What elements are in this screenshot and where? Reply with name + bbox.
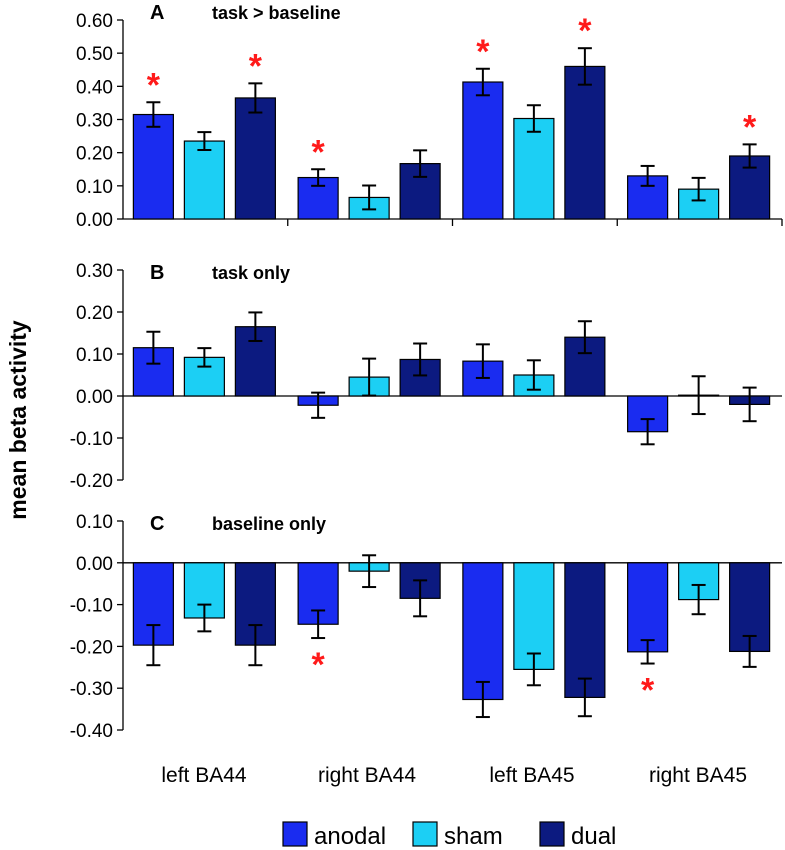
significance-star: * xyxy=(249,47,263,85)
panel-b: 0.30 0.20 0.10 0.00 -0.10 -0.20 B task only xyxy=(70,261,782,492)
legend: anodal sham dual xyxy=(282,821,616,850)
legend-label-dual: dual xyxy=(571,823,616,850)
significance-star: * xyxy=(641,672,655,710)
panel-title: task only xyxy=(212,263,290,283)
panel-letter: B xyxy=(150,262,164,284)
plot-area: 0.60 0.50 0.40 0.30 0.20 0.10 0.00 A task > base… xyxy=(70,2,783,742)
y-tick-label: -0.20 xyxy=(70,637,113,658)
legend-swatch-anodal xyxy=(282,821,308,847)
y-tick-label: 0.30 xyxy=(76,111,113,132)
y-tick-label: 0.00 xyxy=(76,387,113,408)
y-tick-label: -0.40 xyxy=(70,721,113,742)
y-tick-label: -0.30 xyxy=(70,679,113,700)
panel-title: baseline only xyxy=(212,514,326,534)
y-tick-label: 0.10 xyxy=(76,345,113,366)
panel-letter: A xyxy=(150,2,164,24)
panel-a: 0.60 0.50 0.40 0.30 0.20 0.10 0.00 A task > base… xyxy=(76,2,783,231)
significance-star: * xyxy=(312,646,326,684)
bar-anodal xyxy=(132,113,174,220)
panel-c: 0.10 0.00 -0.10 -0.20 -0.30 -0.40 C baseline on… xyxy=(70,512,782,742)
y-tick-label: 0.20 xyxy=(76,144,113,165)
bar-dual xyxy=(564,65,606,220)
category-label-left-ba45: left BA45 xyxy=(489,764,574,787)
bar-sham xyxy=(183,140,225,220)
y-tick-label: 0.00 xyxy=(76,554,113,575)
legend-label-sham: sham xyxy=(444,823,503,850)
y-tick-label: 0.10 xyxy=(76,512,113,533)
category-labels: left BA44 right BA44 left BA45 right BA4… xyxy=(161,764,747,787)
y-tick-label: 0.00 xyxy=(76,210,113,231)
significance-star: * xyxy=(476,33,490,71)
y-tick-label: 0.60 xyxy=(76,11,113,32)
legend-label-anodal: anodal xyxy=(314,823,386,850)
category-label-left-ba44: left BA44 xyxy=(161,764,247,787)
bar-dual xyxy=(564,562,606,698)
significance-star: * xyxy=(578,12,592,50)
significance-star: * xyxy=(147,66,161,104)
bar-dual xyxy=(234,97,276,220)
bar-anodal xyxy=(462,81,504,220)
bar-anodal xyxy=(462,562,504,701)
bar-sham xyxy=(513,117,555,220)
y-tick-label: 0.40 xyxy=(76,77,113,98)
bar-anodal xyxy=(627,562,669,653)
y-axis-label: mean beta activity xyxy=(5,320,31,520)
y-tick-label: 0.10 xyxy=(76,177,113,198)
category-label-right-ba45: right BA45 xyxy=(649,764,747,787)
y-tick-label: -0.20 xyxy=(70,471,113,492)
legend-swatch-sham xyxy=(412,821,438,847)
y-tick-label: 0.30 xyxy=(76,261,113,282)
bar-sham xyxy=(513,562,555,670)
y-tick-label: -0.10 xyxy=(70,596,113,617)
legend-swatch-dual xyxy=(539,821,565,847)
category-label-right-ba44: right BA44 xyxy=(318,764,416,787)
y-tick-label: 0.20 xyxy=(76,303,113,324)
panel-title: task > baseline xyxy=(212,3,341,23)
bar-anodal xyxy=(297,176,339,220)
significance-star: * xyxy=(312,133,326,171)
y-tick-label: 0.50 xyxy=(76,44,113,65)
panel-letter: C xyxy=(150,513,164,535)
y-tick-label: -0.10 xyxy=(70,429,113,450)
significance-star: * xyxy=(743,108,757,146)
